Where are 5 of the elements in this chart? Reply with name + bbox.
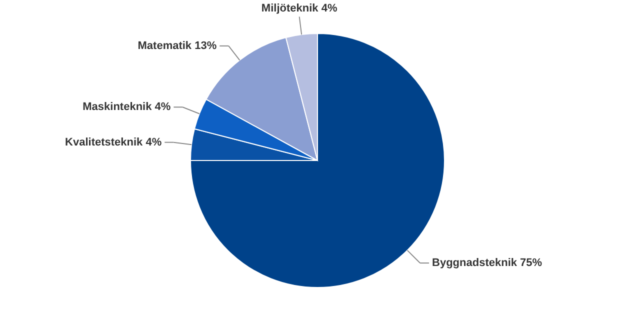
- slice-label: Byggnadsteknik 75%: [432, 257, 542, 270]
- slice-label: Miljöteknik 4%: [261, 2, 338, 15]
- slice-label: Maskinteknik 4%: [82, 101, 171, 114]
- slice-label: Kvalitetsteknik 4%: [65, 136, 162, 148]
- slice-label: Matematik 13%: [138, 40, 217, 52]
